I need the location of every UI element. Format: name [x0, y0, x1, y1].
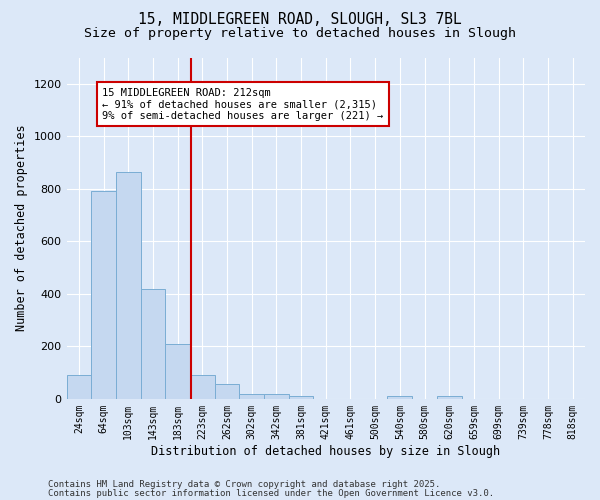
Bar — [388, 396, 412, 399]
X-axis label: Distribution of detached houses by size in Slough: Distribution of detached houses by size … — [151, 444, 500, 458]
Y-axis label: Number of detached properties: Number of detached properties — [15, 125, 28, 332]
Text: Contains public sector information licensed under the Open Government Licence v3: Contains public sector information licen… — [48, 490, 494, 498]
Bar — [215, 384, 239, 399]
Bar — [67, 375, 91, 399]
Bar — [116, 172, 140, 399]
Text: Size of property relative to detached houses in Slough: Size of property relative to detached ho… — [84, 28, 516, 40]
Bar — [264, 394, 289, 399]
Bar — [289, 396, 313, 399]
Bar — [91, 192, 116, 399]
Text: Contains HM Land Registry data © Crown copyright and database right 2025.: Contains HM Land Registry data © Crown c… — [48, 480, 440, 489]
Bar — [239, 394, 264, 399]
Bar — [140, 288, 165, 399]
Bar — [165, 344, 190, 399]
Bar — [190, 375, 215, 399]
Text: 15 MIDDLEGREEN ROAD: 212sqm
← 91% of detached houses are smaller (2,315)
9% of s: 15 MIDDLEGREEN ROAD: 212sqm ← 91% of det… — [103, 88, 383, 121]
Bar — [437, 396, 461, 399]
Text: 15, MIDDLEGREEN ROAD, SLOUGH, SL3 7BL: 15, MIDDLEGREEN ROAD, SLOUGH, SL3 7BL — [138, 12, 462, 28]
